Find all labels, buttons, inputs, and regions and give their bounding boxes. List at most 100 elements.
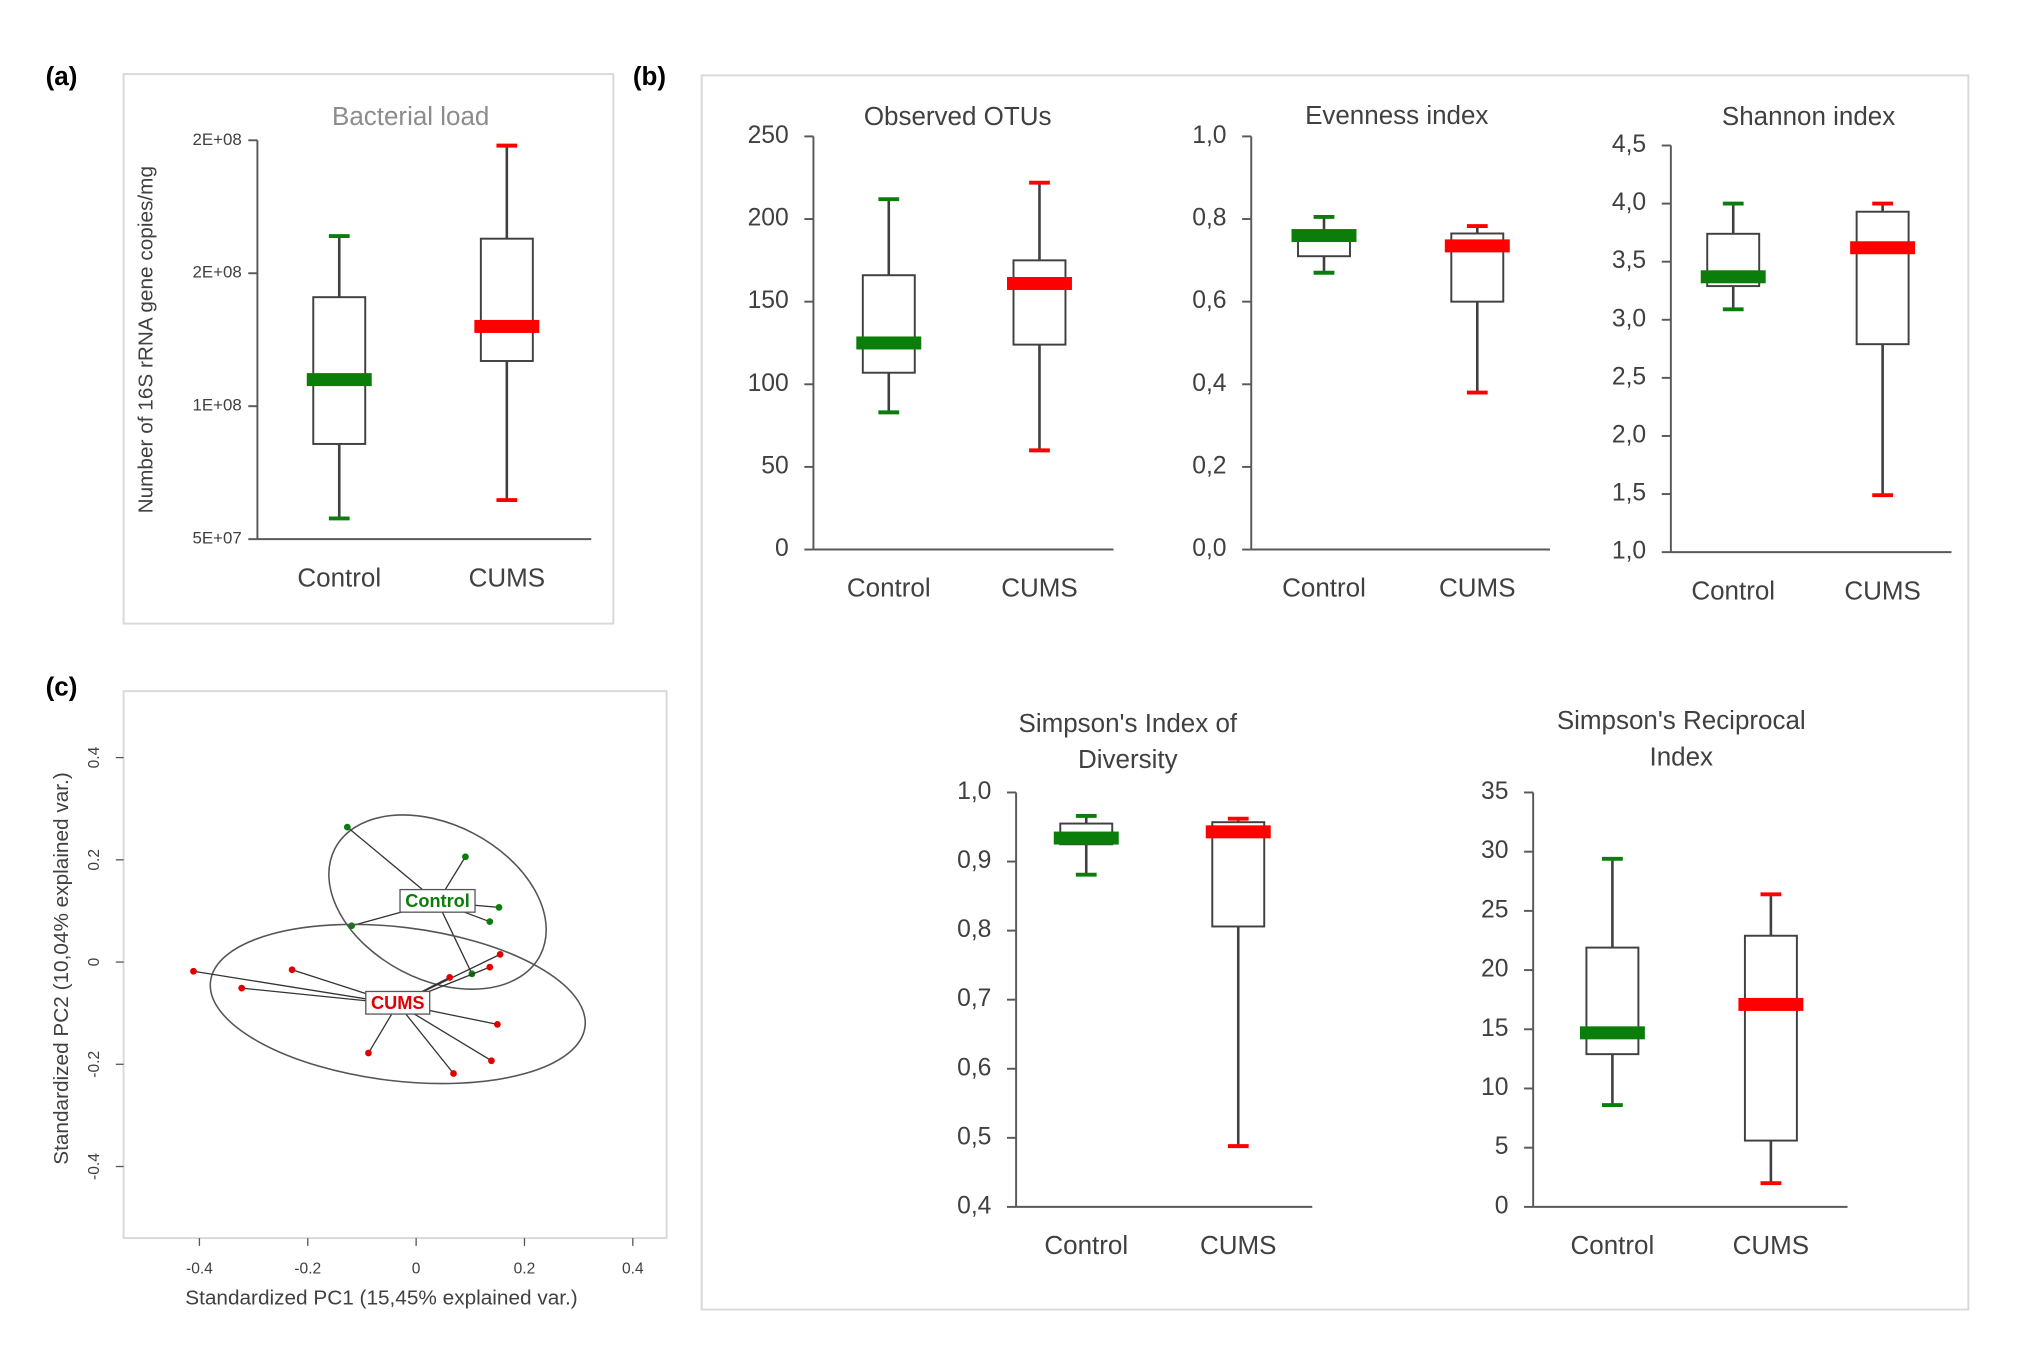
- y-tick-label: 0,5: [957, 1123, 991, 1150]
- y-tick-label: 1,5: [1612, 480, 1646, 507]
- panel-c-frame: [122, 690, 668, 1240]
- x-tick-label: -0.4: [186, 1260, 213, 1277]
- x-tick-label: CUMS: [1733, 1230, 1809, 1260]
- y-tick-label: 30: [1481, 837, 1508, 864]
- x-tick-label: -0.2: [294, 1260, 321, 1277]
- y-tick-label: 35: [1481, 778, 1508, 805]
- y-tick-label: 0.2: [86, 849, 103, 871]
- y-tick-label: 10: [1481, 1074, 1508, 1101]
- group-label: Control: [405, 891, 470, 911]
- y-tick-label: 2E+08: [193, 130, 242, 149]
- chart-title: Simpson's Index of: [1019, 708, 1238, 738]
- y-tick-label: 1,0: [1612, 538, 1646, 565]
- point: [238, 984, 246, 992]
- point: [450, 1070, 457, 1077]
- y-tick-label: 3,5: [1612, 247, 1646, 274]
- x-tick-label: Control: [297, 562, 381, 592]
- median: [1850, 241, 1916, 255]
- y-tick-label: 0: [86, 957, 103, 966]
- y-tick-label: 0: [1495, 1192, 1509, 1219]
- y-tick-label: 0,7: [957, 985, 991, 1012]
- x-tick-label: CUMS: [1439, 573, 1515, 603]
- x-tick-label: CUMS: [1001, 573, 1077, 603]
- y-tick-label: 5: [1495, 1133, 1509, 1160]
- x-tick-label: Control: [1691, 575, 1775, 605]
- centroid-link: [436, 901, 473, 975]
- median: [474, 319, 540, 333]
- point: [343, 823, 351, 831]
- median: [856, 336, 922, 350]
- box: [1211, 821, 1266, 928]
- x-tick-label: CUMS: [1844, 575, 1920, 605]
- point: [462, 853, 469, 861]
- point: [494, 1021, 501, 1028]
- x-tick-label: 0.4: [622, 1260, 644, 1277]
- group-label-box: [365, 990, 431, 1015]
- y-tick-label: -0.2: [86, 1051, 103, 1078]
- box: [1743, 934, 1798, 1142]
- y-tick-label: 5E+07: [193, 529, 242, 548]
- panel-label: (b): [633, 61, 666, 91]
- panel-label: (a): [46, 61, 78, 91]
- y-tick-label: 0,2: [1192, 452, 1226, 479]
- y-tick-label: 0,4: [957, 1192, 991, 1219]
- group-label-box: [399, 888, 476, 913]
- y-tick-label: 3,0: [1612, 305, 1646, 332]
- y-tick-label: 0,6: [957, 1054, 991, 1081]
- box: [1012, 259, 1067, 346]
- median: [1738, 997, 1804, 1011]
- group-label: CUMS: [371, 993, 425, 1013]
- y-tick-label: 4,0: [1612, 189, 1646, 216]
- y-tick-label: 1,0: [1192, 122, 1226, 149]
- y-tick-label: 0,6: [1192, 287, 1226, 314]
- point: [348, 922, 356, 930]
- x-tick-label: CUMS: [1200, 1230, 1276, 1260]
- median: [306, 373, 372, 387]
- chart-title: Index: [1649, 742, 1713, 772]
- group-ellipse: [209, 923, 587, 1085]
- point: [288, 966, 296, 974]
- box: [479, 237, 534, 362]
- y-axis-label: Number of 16S rRNA gene copies/mg: [134, 166, 157, 513]
- point: [365, 1049, 372, 1057]
- median: [1444, 239, 1510, 253]
- y-tick-label: 0,0: [1192, 535, 1226, 562]
- median: [1291, 229, 1357, 243]
- chart-title: Diversity: [1078, 744, 1178, 774]
- chart-title: Evenness index: [1305, 100, 1488, 130]
- y-tick-label: 0.4: [86, 746, 103, 768]
- point: [190, 967, 197, 975]
- y-tick-label: 15: [1481, 1015, 1508, 1042]
- y-tick-label: 0: [775, 535, 789, 562]
- point: [446, 974, 454, 981]
- box: [1855, 210, 1910, 346]
- box: [861, 274, 916, 374]
- x-tick-label: Control: [1044, 1230, 1128, 1260]
- panel-a-frame: [122, 73, 615, 625]
- x-tick-label: CUMS: [469, 562, 545, 592]
- y-tick-label: 100: [748, 370, 789, 397]
- point: [495, 903, 503, 911]
- centroid-link: [193, 970, 398, 1005]
- x-tick-label: Control: [1571, 1230, 1655, 1260]
- x-tick-label: Control: [1282, 573, 1366, 603]
- y-tick-label: 0,4: [1192, 370, 1226, 397]
- median: [1007, 276, 1072, 290]
- x-tick-label: 0: [412, 1260, 421, 1277]
- panel-b-frame: [700, 74, 1970, 1311]
- box: [312, 296, 367, 445]
- y-tick-label: 4,5: [1612, 131, 1646, 158]
- y-tick-label: 1E+08: [193, 396, 242, 415]
- chart-title: Observed OTUs: [864, 101, 1052, 131]
- median: [1053, 831, 1119, 845]
- x-axis-label: Standardized PC1 (15,45% explained var.): [185, 1287, 577, 1310]
- y-tick-label: 2,0: [1612, 421, 1646, 448]
- point: [496, 951, 504, 958]
- y-tick-label: 0,9: [957, 847, 991, 874]
- y-tick-label: 1,0: [957, 778, 991, 805]
- y-tick-label: 200: [748, 205, 789, 232]
- y-tick-label: -0.4: [86, 1153, 103, 1180]
- y-tick-label: 2,5: [1612, 363, 1646, 390]
